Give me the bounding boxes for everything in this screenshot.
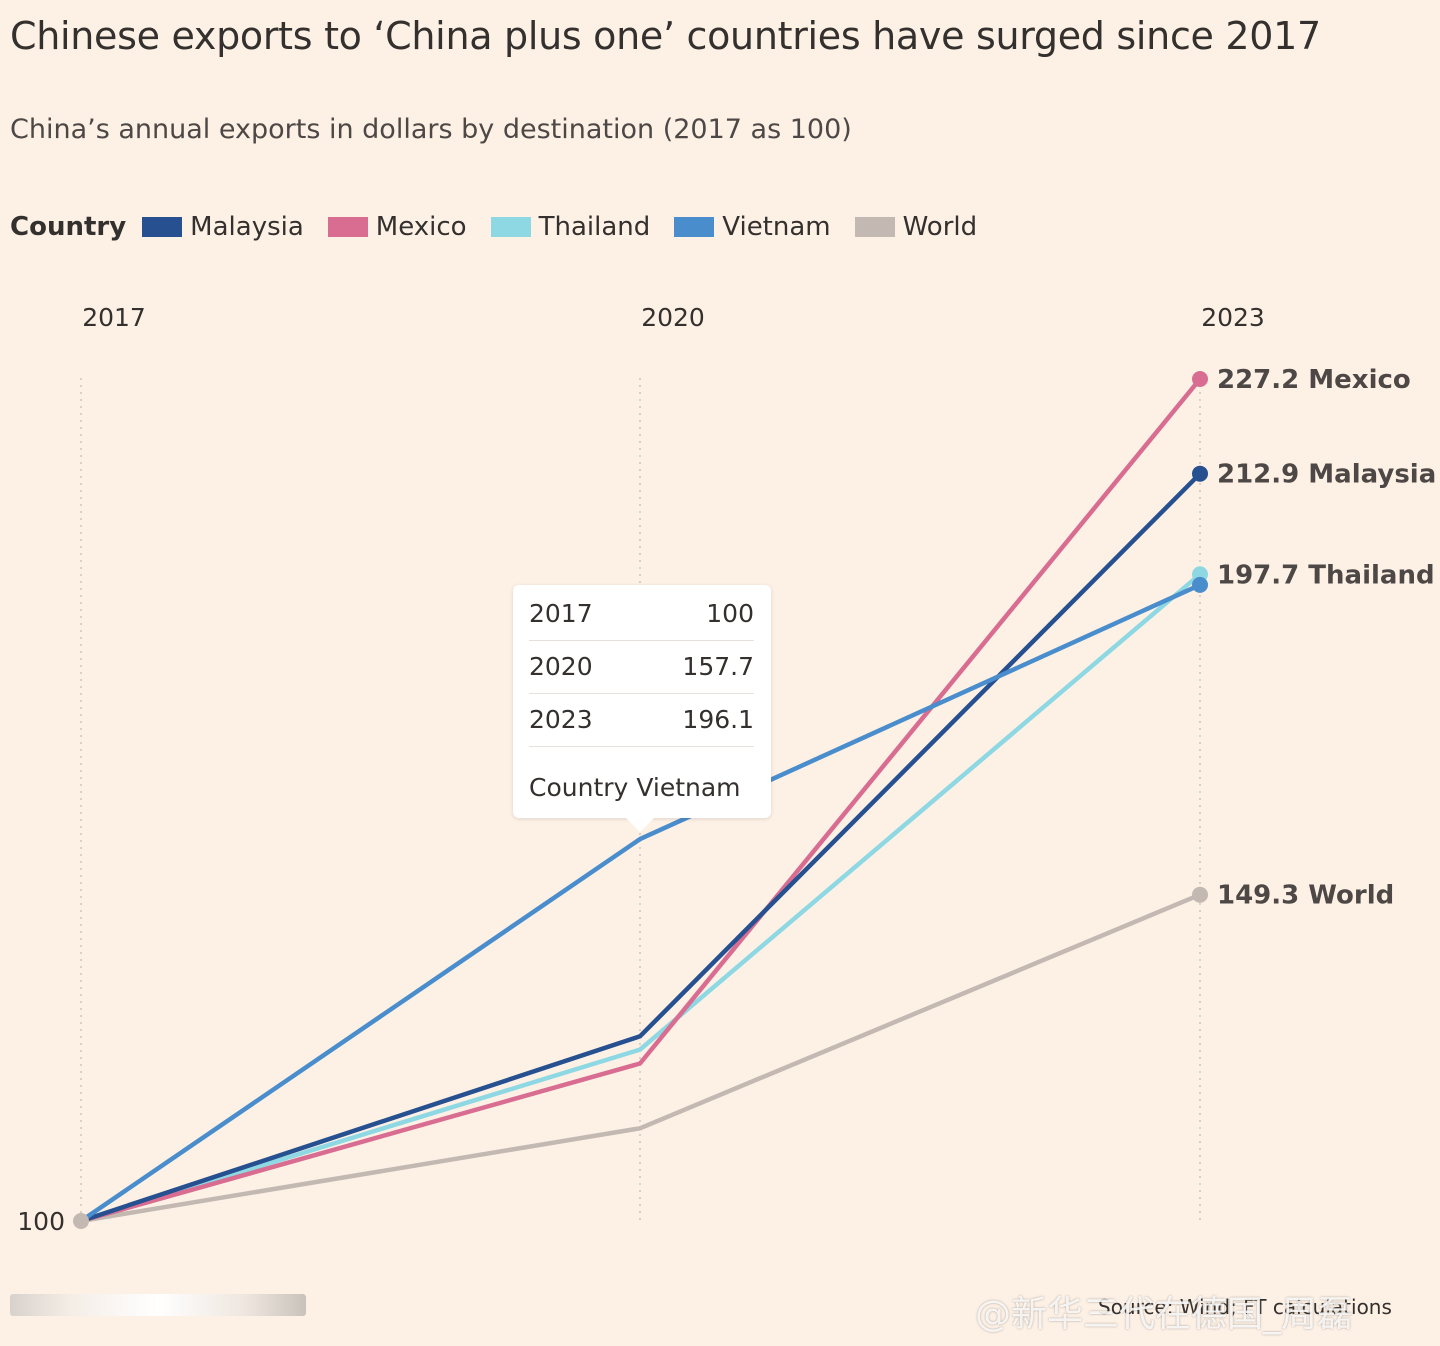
end-point-world — [1192, 886, 1208, 903]
legend-swatch — [490, 217, 531, 237]
end-point-malaysia — [1192, 465, 1208, 482]
tooltip-country-value: Vietnam — [636, 773, 741, 802]
legend-swatch — [674, 217, 715, 237]
tooltip-row: 2020 157.7 — [529, 640, 754, 694]
end-label-world: 149.3 World — [1217, 881, 1394, 911]
legend-label: World — [902, 212, 978, 242]
ft-logo-redacted — [10, 1294, 306, 1316]
origin-point — [73, 1213, 89, 1229]
legend-item-thailand[interactable]: Thailand — [490, 212, 651, 242]
legend-label: Malaysia — [190, 212, 304, 242]
weibo-watermark: @新华三代在德国_周磊 — [975, 1294, 1354, 1335]
series-line-world — [78, 892, 1203, 1224]
legend-item-mexico[interactable]: Mexico — [327, 212, 467, 242]
tooltip-year: 2017 — [529, 599, 593, 628]
chart-title: Chinese exports to ‘China plus one’ coun… — [10, 14, 1321, 58]
legend-label: Thailand — [538, 212, 651, 242]
end-label-malaysia: 212.9 Malaysia — [1217, 460, 1436, 490]
end-label-mexico: 227.2 Mexico — [1217, 365, 1411, 395]
end-point-vietnam — [1192, 576, 1208, 593]
tooltip-value: 100 — [706, 599, 754, 628]
tooltip-row: 2017 100 — [529, 587, 754, 641]
legend-swatch — [854, 217, 895, 237]
tooltip-year: 2023 — [529, 705, 593, 734]
legend: Country Malaysia Mexico Thailand Vietnam… — [10, 212, 1001, 242]
legend-item-malaysia[interactable]: Malaysia — [142, 212, 304, 242]
legend-label: Vietnam — [722, 212, 831, 242]
legend-swatch — [327, 217, 368, 237]
legend-label: Mexico — [375, 212, 467, 242]
series-line-vietnam — [78, 582, 1203, 1224]
tooltip-country-label: Country — [529, 773, 629, 802]
tooltip-value: 157.7 — [682, 652, 754, 681]
end-point-mexico — [1192, 371, 1208, 387]
tooltip-vietnam: 2017 100 2020 157.7 2023 196.1 Country V… — [513, 585, 771, 832]
x-tick-label: 2020 — [641, 303, 705, 332]
series-line-mexico — [78, 376, 1203, 1224]
tooltip-row: 2023 196.1 — [529, 693, 754, 747]
tooltip-year: 2020 — [529, 652, 593, 681]
legend-title: Country — [10, 212, 127, 242]
y-tick-label: 100 — [17, 1207, 65, 1236]
series-line-malaysia — [78, 471, 1203, 1224]
end-label-thailand: 197.7 Thailand — [1217, 560, 1435, 590]
legend-swatch — [142, 217, 183, 237]
tooltip-arrow — [626, 818, 654, 832]
legend-item-vietnam[interactable]: Vietnam — [674, 212, 831, 242]
series-line-thailand — [78, 572, 1203, 1224]
legend-item-world[interactable]: World — [854, 212, 978, 242]
x-tick-label: 2017 — [82, 303, 146, 332]
source-note: Source: Wind; FT calculations — [1098, 1295, 1392, 1319]
tooltip-value: 196.1 — [682, 705, 754, 734]
x-tick-label: 2023 — [1201, 303, 1265, 332]
chart-subtitle: China’s annual exports in dollars by des… — [10, 114, 852, 145]
tooltip-country: Country Vietnam — [529, 761, 741, 814]
